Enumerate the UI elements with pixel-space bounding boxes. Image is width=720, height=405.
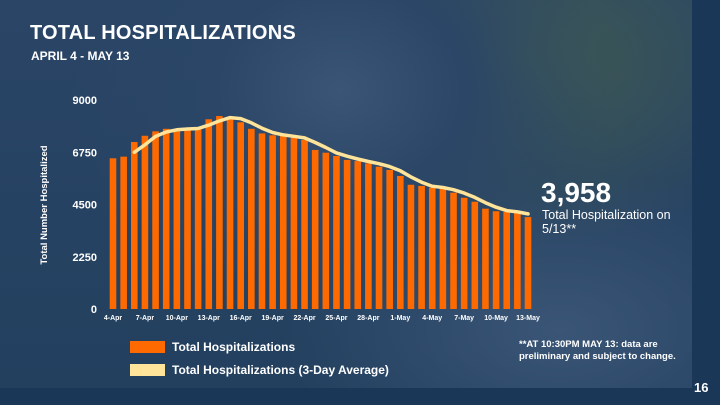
legend-label-bars: Total Hospitalizations bbox=[172, 340, 296, 354]
bar-13-May bbox=[524, 217, 532, 309]
bar-12-May bbox=[514, 212, 521, 309]
bar-22-Apr bbox=[301, 139, 308, 309]
page-number: 16 bbox=[694, 380, 709, 395]
bar-26-Apr bbox=[343, 159, 351, 309]
bar-17-Apr bbox=[248, 128, 255, 309]
x-tick-label: 25-Apr bbox=[325, 315, 347, 322]
y-tick-label: 4500 bbox=[73, 200, 97, 212]
bar-9-Apr bbox=[162, 128, 170, 309]
x-tick-label: 10-May bbox=[484, 315, 508, 322]
bar-30-Apr bbox=[386, 169, 393, 309]
bar-16-Apr bbox=[237, 122, 244, 309]
x-tick-label: 7-May bbox=[454, 315, 474, 322]
bar-7-May bbox=[460, 197, 468, 309]
bar-10-Apr bbox=[173, 129, 181, 309]
bar-11-May bbox=[503, 211, 511, 309]
bar-15-Apr bbox=[226, 117, 234, 310]
bar-4-Apr bbox=[109, 158, 117, 309]
x-tick-label: 1-May bbox=[390, 315, 410, 322]
x-tick-label: 7-Apr bbox=[136, 315, 155, 322]
y-axis-label: Total Number Hospitalized bbox=[39, 145, 50, 264]
bar-14-Apr bbox=[216, 116, 223, 309]
bar-13-Apr bbox=[205, 119, 213, 309]
bar-25-Apr bbox=[333, 155, 340, 309]
avg-line bbox=[132, 115, 530, 216]
bar-4-May bbox=[428, 187, 436, 309]
x-tick-label: 13-May bbox=[516, 315, 540, 322]
slide-subtitle: APRIL 4 - MAY 13 bbox=[31, 49, 130, 63]
x-tick-label: 13-Apr bbox=[198, 315, 220, 322]
y-tick-label: 0 bbox=[91, 304, 97, 316]
bar-10-May bbox=[492, 211, 500, 309]
y-tick-label: 6750 bbox=[73, 147, 97, 159]
legend-label-average: Total Hospitalizations (3-Day Average) bbox=[172, 363, 389, 377]
bar-6-Apr bbox=[130, 142, 138, 309]
x-tick-label: 16-Apr bbox=[230, 315, 252, 322]
bar-27-Apr bbox=[354, 161, 362, 309]
x-tick-label: 19-Apr bbox=[262, 315, 284, 322]
y-tick-label: 9000 bbox=[73, 95, 97, 107]
y-tick-label: 2250 bbox=[73, 252, 97, 264]
bar-2-May bbox=[407, 184, 415, 309]
legend-swatch-bars bbox=[130, 341, 165, 353]
legend-swatch-average bbox=[130, 364, 165, 376]
x-tick-label: 28-Apr bbox=[357, 315, 379, 322]
slide-title: TOTAL HOSPITALIZATIONS bbox=[30, 22, 296, 44]
callout-label: Total Hospitalization on bbox=[542, 208, 671, 222]
bar-9-May bbox=[482, 208, 489, 309]
x-tick-label: 4-Apr bbox=[104, 315, 123, 322]
bar-8-Apr bbox=[152, 131, 159, 309]
callout-value: 3,958 bbox=[541, 177, 612, 208]
bar-28-Apr bbox=[365, 163, 372, 309]
bar-5-May bbox=[439, 188, 447, 309]
x-tick-label: 4-May bbox=[422, 315, 442, 322]
bar-7-Apr bbox=[141, 135, 149, 309]
bar-18-Apr bbox=[258, 133, 266, 309]
x-tick-label: 22-Apr bbox=[293, 315, 315, 322]
footnote-line-1: **AT 10:30PM MAY 13: data are bbox=[519, 339, 658, 350]
bar-5-Apr bbox=[120, 156, 127, 309]
bar-23-Apr bbox=[311, 149, 319, 309]
bar-6-May bbox=[450, 192, 457, 309]
bar-21-Apr bbox=[290, 137, 298, 309]
bar-3-May bbox=[418, 185, 425, 309]
bar-19-Apr bbox=[269, 135, 276, 309]
x-tick-label: 10-Apr bbox=[166, 315, 188, 322]
footnote-line-2: preliminary and subject to change. bbox=[519, 351, 676, 362]
bar-24-Apr bbox=[322, 152, 330, 309]
bar-29-Apr bbox=[375, 166, 383, 309]
bar-20-Apr bbox=[279, 135, 287, 309]
bar-11-Apr bbox=[184, 128, 191, 309]
bar-1-May bbox=[397, 175, 404, 309]
bar-8-May bbox=[471, 201, 479, 309]
bar-12-Apr bbox=[194, 127, 202, 309]
callout-date: 5/13** bbox=[542, 222, 577, 236]
